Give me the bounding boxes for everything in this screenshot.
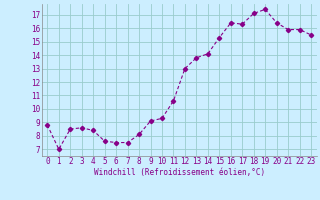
X-axis label: Windchill (Refroidissement éolien,°C): Windchill (Refroidissement éolien,°C) [94,168,265,177]
